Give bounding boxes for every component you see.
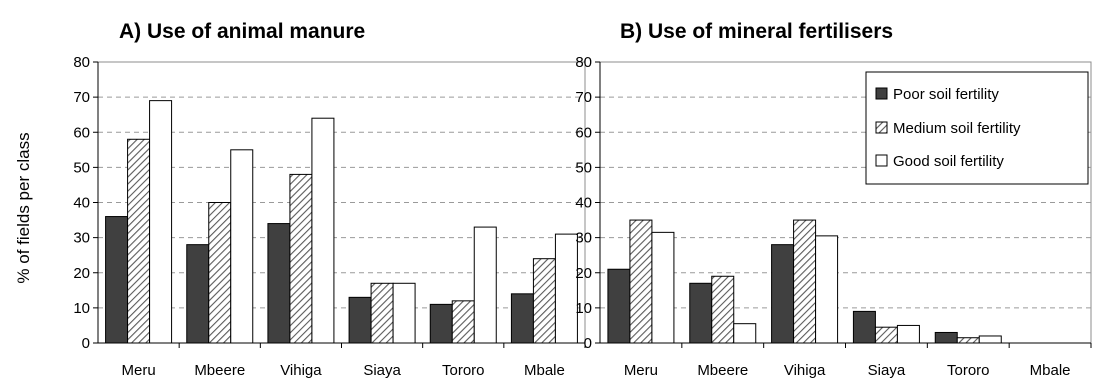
bar-medium-tororo (956, 337, 980, 344)
y-tick-label: 40 (73, 195, 90, 212)
y-tick-label: 30 (575, 230, 592, 247)
y-tick-label: 10 (575, 300, 592, 317)
panel-b-title: B) Use of mineral fertilisers (620, 20, 893, 43)
y-tick-label: 40 (575, 195, 592, 212)
bar-good-tororo (473, 226, 497, 344)
x-category-label: Vihiga (280, 362, 322, 379)
legend-label-medium: Medium soil fertility (893, 120, 1021, 137)
bar-medium-siaya (370, 282, 394, 344)
y-tick-label: 60 (575, 124, 592, 141)
panel-a-title: A) Use of animal manure (119, 20, 365, 43)
y-tick-label: 80 (575, 54, 592, 71)
x-category-label: Siaya (868, 362, 906, 379)
legend-label-good: Good soil fertility (893, 153, 1004, 170)
y-tick-label: 20 (73, 265, 90, 282)
x-category-label: Tororo (947, 362, 990, 379)
bar-good-tororo (978, 335, 1002, 344)
legend: Poor soil fertility Medium soil fertilit… (865, 71, 1089, 185)
y-tick-label: 20 (575, 265, 592, 282)
bar-good-vihiga (815, 235, 839, 344)
bar-good-meru (651, 231, 675, 344)
bar-medium-mbeere (711, 275, 735, 344)
y-tick-label: 70 (575, 89, 592, 106)
legend-swatch-medium (875, 121, 888, 134)
bar-good-mbeere (230, 149, 254, 344)
x-category-label: Mbale (1030, 362, 1071, 379)
bar-medium-tororo (451, 300, 475, 344)
bars-b (607, 219, 1002, 344)
legend-swatch-poor (875, 87, 888, 100)
bar-poor-siaya (348, 296, 372, 344)
x-category-label: Meru (624, 362, 658, 379)
x-categories-b: Meru Mbeere Vihiga Siaya Tororo Mbale (624, 362, 1071, 379)
bar-poor-meru (607, 268, 631, 344)
bar-medium-mbeere (208, 202, 232, 344)
x-category-label: Vihiga (784, 362, 826, 379)
bar-medium-meru (127, 138, 151, 344)
chart-panel-a: A) Use of animal manure % of fields per … (14, 20, 586, 379)
bar-poor-vihiga (267, 223, 291, 344)
legend-box (865, 71, 1089, 185)
bar-medium-meru (629, 219, 653, 344)
bar-poor-tororo (934, 331, 958, 344)
x-category-label: Tororo (442, 362, 485, 379)
y-tick-label: 30 (73, 230, 90, 247)
bar-poor-meru (105, 216, 129, 344)
gridlines-a (98, 96, 585, 309)
x-categories-a: Meru Mbeere Vihiga Siaya Tororo Mbale (121, 362, 564, 379)
bar-good-siaya (896, 324, 920, 344)
legend-swatch-good (875, 154, 888, 167)
bar-poor-mbeere (689, 282, 713, 344)
bar-medium-vihiga (793, 219, 817, 344)
y-tick-label: 50 (575, 159, 592, 176)
bar-poor-mbale (510, 293, 534, 344)
x-category-label: Siaya (363, 362, 401, 379)
y-tick-label: 60 (73, 124, 90, 141)
bar-good-vihiga (311, 117, 335, 344)
legend-label-poor: Poor soil fertility (893, 86, 999, 103)
bar-poor-siaya (852, 310, 876, 344)
x-category-label: Meru (121, 362, 155, 379)
bar-poor-tororo (429, 303, 453, 344)
x-category-label: Mbeere (194, 362, 245, 379)
bar-poor-vihiga (771, 244, 795, 344)
bar-medium-vihiga (289, 173, 313, 344)
x-category-label: Mbale (524, 362, 565, 379)
bar-good-siaya (392, 282, 416, 344)
y-ticks-a: 0 10 20 30 40 50 60 70 80 (73, 54, 98, 352)
bar-good-meru (149, 100, 173, 344)
y-tick-label: 70 (73, 89, 90, 106)
y-tick-label: 50 (73, 159, 90, 176)
y-tick-label: 0 (584, 335, 592, 352)
bar-medium-siaya (874, 326, 898, 344)
y-tick-label: 10 (73, 300, 90, 317)
y-axis-label: % of fields per class (14, 132, 33, 283)
bar-good-mbale (554, 233, 578, 344)
bar-good-mbeere (733, 323, 757, 344)
x-category-label: Mbeere (697, 362, 748, 379)
bars-a (105, 100, 578, 344)
bar-medium-mbale (532, 258, 556, 344)
y-tick-label: 80 (73, 54, 90, 71)
y-tick-label: 0 (82, 335, 90, 352)
bar-poor-mbeere (186, 244, 210, 344)
y-ticks-b: 0 10 20 30 40 50 60 70 80 (575, 54, 600, 352)
chart-panel-b: B) Use of mineral fertilisers 0 10 20 30 40 5… (575, 20, 1092, 379)
